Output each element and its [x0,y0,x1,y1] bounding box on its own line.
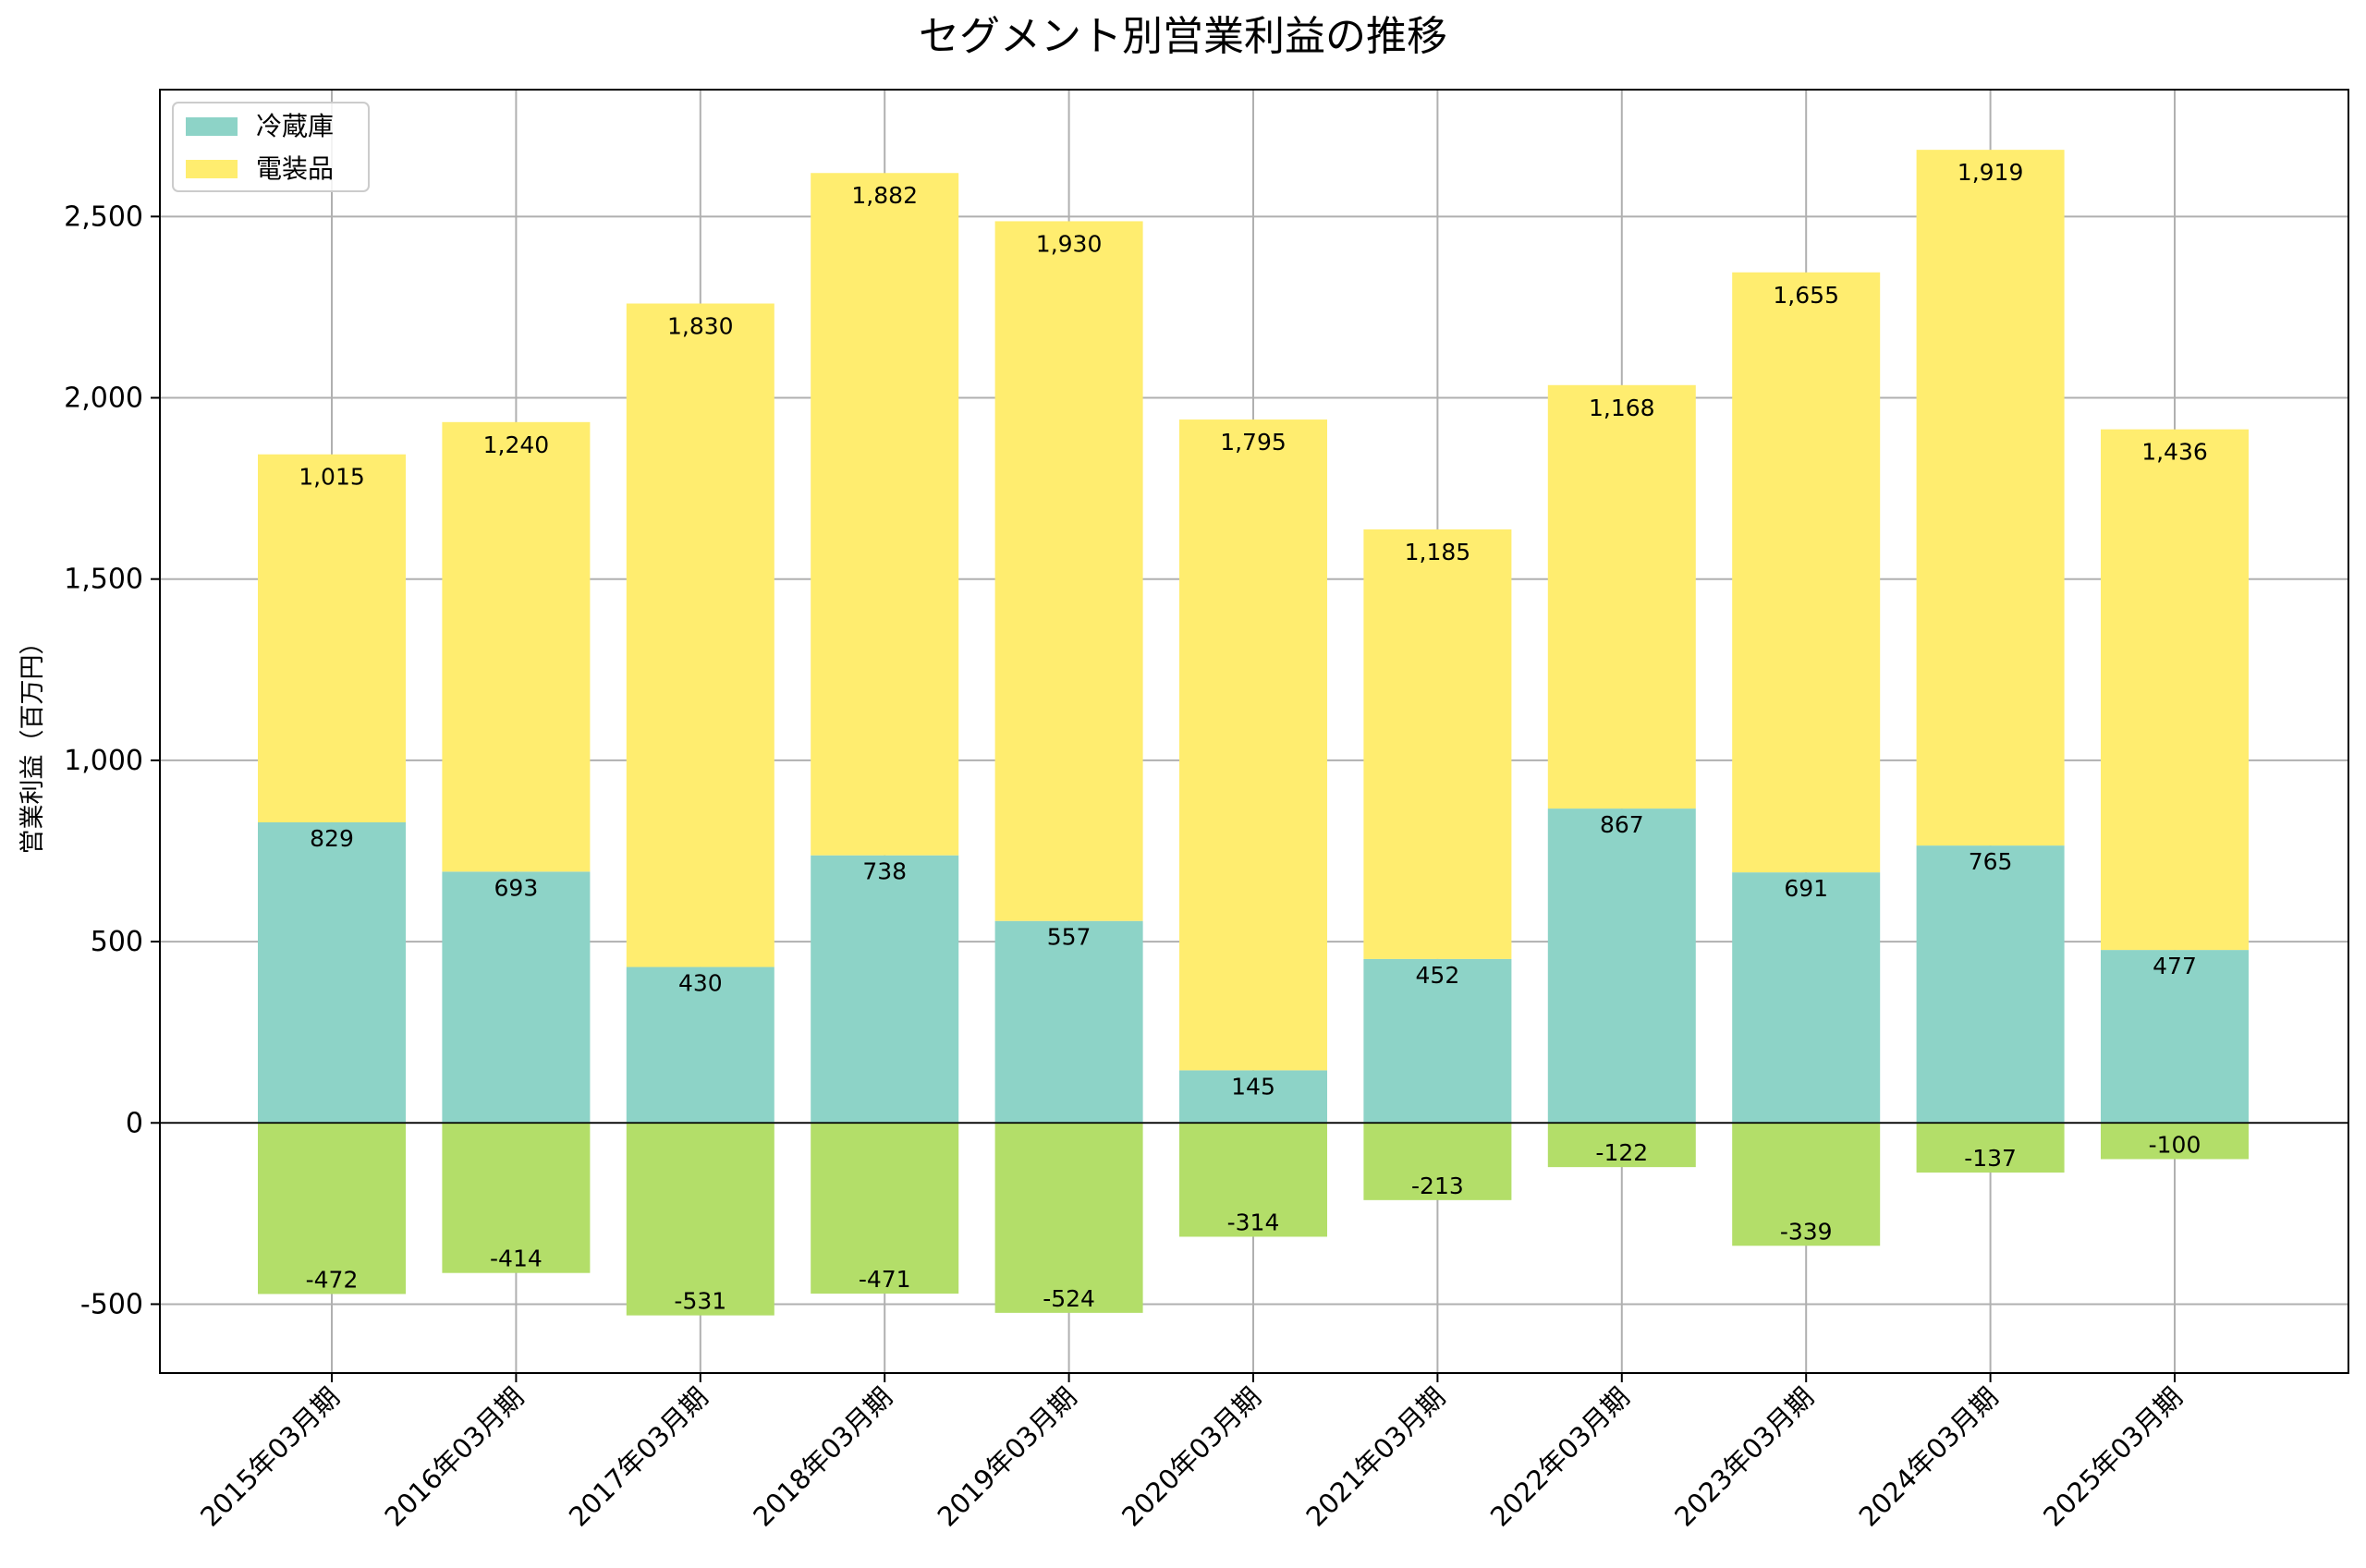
data-label-reizoko: 765 [1969,848,2013,875]
x-tick-label: 2023年03月期 [1668,1381,1820,1533]
data-label-negative: -137 [1964,1145,2017,1172]
data-label-densohin: 1,168 [1589,395,1655,421]
x-tick-label: 2019年03月期 [932,1381,1083,1533]
data-label-densohin: 1,015 [299,464,365,491]
bar-segment-reizoko [1179,1070,1327,1124]
x-tick-label: 2025年03月期 [2037,1381,2189,1533]
bar-segment-reizoko [811,855,959,1124]
data-label-densohin: 1,930 [1036,230,1103,257]
bar-segment-densohin [994,221,1143,921]
data-label-reizoko: 867 [1600,811,1644,838]
data-label-negative: -414 [490,1246,543,1272]
bar-segment-reizoko [1732,872,1881,1124]
data-label-negative: -339 [1780,1218,1833,1245]
bar-segment-densohin [1363,529,1512,959]
bar-segment-negative [2101,1123,2249,1160]
bar-segment-densohin [442,421,591,872]
data-label-negative: -471 [859,1266,911,1293]
legend-label: 冷蔵庫 [256,111,334,141]
data-label-negative: -531 [674,1288,726,1315]
bar-segment-densohin [1547,384,1696,809]
bar-segment-reizoko [1916,845,2065,1124]
data-label-reizoko: 145 [1231,1073,1275,1100]
bar-segment-negative [994,1123,1143,1313]
data-label-densohin: 1,436 [2141,439,2208,466]
bar-segment-densohin [626,303,774,967]
bar-segment-reizoko [1547,808,1696,1124]
bar-segment-negative [1363,1123,1512,1200]
bar-segment-reizoko [1363,958,1512,1124]
bars [258,150,2249,1316]
data-label-reizoko: 557 [1047,924,1092,951]
data-label-reizoko: 691 [1784,875,1828,902]
bar-segment-negative [442,1123,591,1273]
data-label-densohin: 1,655 [1773,282,1839,309]
data-label-densohin: 1,882 [851,182,918,209]
bar-segment-densohin [2101,429,2249,951]
y-tick-label: -500 [80,1288,143,1320]
data-label-negative: -314 [1227,1209,1280,1235]
data-label-negative: -213 [1411,1173,1464,1199]
x-tick-label: 2021年03月期 [1299,1381,1451,1533]
y-tick-label: 500 [91,926,143,958]
data-label-negative: -122 [1595,1139,1648,1166]
data-label-negative: -100 [2149,1132,2201,1159]
x-tick-label: 2022年03月期 [1484,1381,1636,1533]
data-label-reizoko: 430 [678,970,723,997]
data-label-reizoko: 477 [2153,953,2197,979]
chart-title: セグメント別営業利益の推移 [919,13,1447,60]
data-labels: 829 1,015 -472 693 1,240 -414 430 1,830 -531 738 1… [299,159,2208,1314]
x-tick-label: 2017年03月期 [563,1381,714,1533]
data-label-reizoko: 693 [494,874,539,901]
data-label-reizoko: 829 [310,825,354,852]
bar-segment-densohin [811,173,959,856]
bar-segment-negative [1547,1123,1696,1168]
bar-segment-reizoko [994,920,1143,1124]
bar-segment-negative [626,1123,774,1316]
data-label-reizoko: 452 [1416,962,1460,989]
y-tick-label: 2,000 [64,383,143,415]
x-tick-label: 2016年03月期 [378,1381,530,1533]
bar-segment-reizoko [442,871,591,1124]
y-tick-label: 2,500 [64,201,143,233]
y-tick-label: 0 [126,1107,143,1139]
bar-segment-negative [1916,1123,2065,1173]
data-label-densohin: 1,919 [1957,159,2024,186]
bar-segment-reizoko [2101,950,2249,1124]
bar-segment-reizoko [258,821,406,1124]
bar-segment-densohin [1732,272,1881,873]
x-tick-label: 2024年03月期 [1853,1381,2005,1533]
data-label-densohin: 1,185 [1405,539,1471,565]
bar-segment-reizoko [626,966,774,1124]
bar-segment-negative [1732,1123,1881,1246]
bar-segment-negative [811,1123,959,1295]
data-label-densohin: 1,795 [1220,429,1287,456]
x-tick-label: 2020年03月期 [1116,1381,1267,1533]
legend-label: 電装品 [256,153,334,184]
x-tick-label: 2018年03月期 [747,1381,898,1533]
bar-segment-densohin [258,454,406,822]
y-tick-label: 1,000 [64,745,143,777]
data-label-negative: -524 [1043,1285,1095,1312]
bar-segment-negative [1179,1123,1327,1237]
data-label-reizoko: 738 [862,858,907,885]
legend-swatch [186,160,238,178]
bar-segment-negative [258,1123,406,1295]
x-tick-label: 2015年03月期 [194,1381,346,1533]
y-axis-label: 営業利益（百万円） [18,630,47,855]
data-label-negative: -472 [306,1266,359,1293]
data-label-densohin: 1,830 [667,313,734,340]
bar-segment-densohin [1916,150,2065,846]
legend-swatch [186,117,238,136]
y-tick-label: 1,500 [64,564,143,596]
bar-segment-densohin [1179,419,1327,1071]
data-label-densohin: 1,240 [483,432,550,458]
